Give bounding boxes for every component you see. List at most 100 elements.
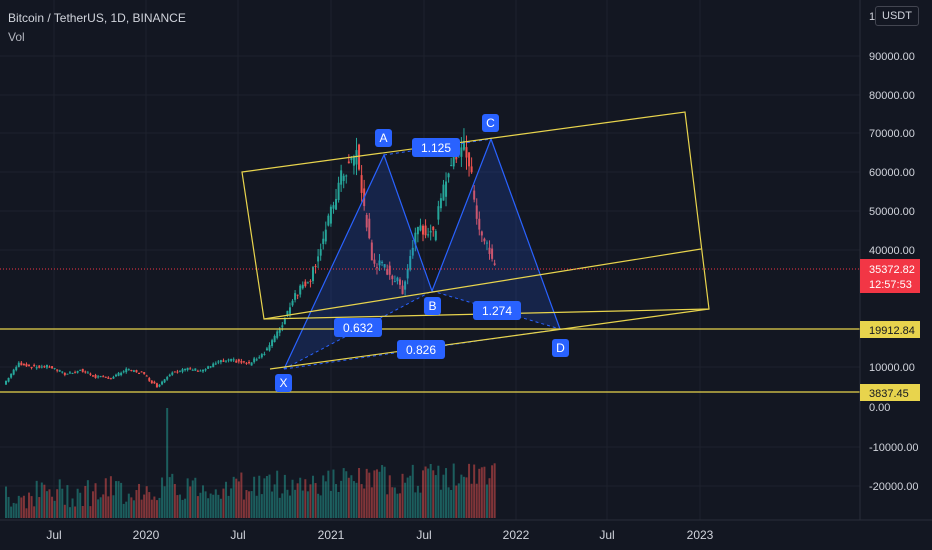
volume-bar	[207, 498, 210, 518]
point-d-text: D	[556, 341, 565, 355]
price-tick-60000: 60000.00	[869, 167, 915, 179]
volume-bar	[250, 491, 253, 518]
candle-body	[488, 247, 491, 254]
candle-body	[480, 231, 483, 236]
volume-bar	[148, 492, 151, 518]
pattern-xb-line	[283, 290, 433, 370]
candle-body	[419, 225, 422, 231]
candle-body	[140, 371, 143, 373]
volume-bar	[130, 497, 133, 518]
candle-body	[176, 371, 179, 373]
volume-bar	[419, 492, 422, 518]
volume-bar	[470, 483, 473, 518]
time-tick-jul-2021: Jul	[416, 528, 431, 542]
ratio-label-xb[interactable]: 0.632	[334, 318, 382, 337]
ratio-label-bd[interactable]: 1.274	[473, 301, 521, 320]
candle-body	[442, 184, 445, 201]
volume-bar	[358, 467, 361, 518]
candle-body	[491, 248, 494, 259]
volume-bar	[127, 493, 130, 518]
candle-body	[30, 366, 33, 368]
candle-body	[181, 369, 184, 372]
volume-bar	[56, 489, 59, 518]
candle-body	[109, 378, 112, 380]
volume-bar	[424, 466, 427, 518]
candle-body	[352, 156, 355, 166]
volume-bar	[38, 497, 41, 518]
ratio-label-xd[interactable]: 0.826	[397, 340, 445, 359]
candle-body	[138, 373, 141, 375]
volume-bar	[115, 481, 118, 518]
candle-body	[235, 360, 238, 363]
volume-bar	[171, 473, 174, 518]
volume-bar	[488, 478, 491, 518]
ratio-label-ac[interactable]: 1.125	[412, 138, 460, 157]
candle-body	[222, 360, 225, 362]
candle-body	[28, 364, 31, 366]
point-label-x[interactable]: X	[275, 374, 292, 392]
time-axis[interactable]: Jul 2020 Jul 2021 Jul 2022 Jul 2023	[0, 519, 932, 542]
candle-body	[381, 261, 384, 263]
volume-bar	[219, 498, 222, 518]
volume-bar	[319, 495, 322, 518]
volume-bar	[45, 491, 48, 518]
volume-bar	[468, 463, 471, 518]
candle-body	[414, 232, 417, 245]
rectangle-channel[interactable]	[241, 111, 710, 370]
volume-bar	[258, 475, 261, 518]
volume-bar	[81, 505, 84, 518]
volume-bar	[253, 476, 256, 518]
currency-button[interactable]: USDT	[875, 6, 919, 26]
candle-body	[265, 348, 268, 351]
symbol-title[interactable]: Bitcoin / TetherUS, 1D, BINANCE	[8, 11, 186, 25]
volume-bar	[445, 468, 448, 518]
candle-body	[296, 294, 299, 296]
volume-bar	[28, 492, 31, 518]
candle-body	[168, 374, 171, 377]
volume-indicator-label[interactable]: Vol	[8, 30, 25, 44]
volume-bar	[447, 487, 450, 518]
candle-body	[89, 373, 92, 375]
candle-body	[242, 361, 245, 363]
volume-bar	[337, 491, 340, 518]
point-a-text: A	[379, 131, 387, 145]
candle-body	[340, 170, 343, 185]
volume-bar	[97, 499, 100, 518]
candle-body	[393, 281, 396, 283]
volume-bar	[404, 482, 407, 518]
candle-body	[237, 359, 240, 362]
point-label-a[interactable]: A	[375, 129, 392, 147]
volume-bar	[304, 479, 307, 518]
channel-midline	[263, 248, 702, 320]
point-x-text: X	[279, 376, 287, 390]
candle-body	[81, 368, 84, 372]
volume-bars	[5, 408, 496, 518]
candle-body	[99, 376, 102, 378]
candle-body	[125, 368, 128, 373]
candle-body	[404, 281, 407, 290]
candle-body	[406, 269, 409, 279]
candle-body	[283, 317, 286, 325]
candle-body	[150, 380, 153, 384]
candle-body	[45, 364, 48, 368]
point-label-b[interactable]: B	[424, 297, 441, 315]
volume-bar	[30, 496, 33, 518]
volume-bar	[25, 508, 28, 518]
symbol-legend[interactable]: Bitcoin / TetherUS, 1D, BINANCE Vol	[8, 9, 186, 47]
price-axis[interactable]: 1C 90000.00 80000.00 70000.00 60000.00 5…	[859, 0, 920, 520]
volume-bar	[178, 494, 181, 518]
candle-body	[337, 182, 340, 201]
point-label-c[interactable]: C	[482, 114, 499, 132]
candle-body	[33, 364, 36, 366]
volume-bar	[429, 463, 432, 518]
candle-body	[473, 190, 476, 200]
candle-body	[470, 166, 473, 173]
volume-bar	[91, 491, 94, 518]
point-label-d[interactable]: D	[552, 339, 569, 357]
candle-body	[227, 359, 230, 361]
candle-body	[263, 353, 266, 355]
volume-bar	[173, 484, 176, 518]
volume-bar	[401, 473, 404, 518]
volume-bar	[281, 493, 284, 518]
